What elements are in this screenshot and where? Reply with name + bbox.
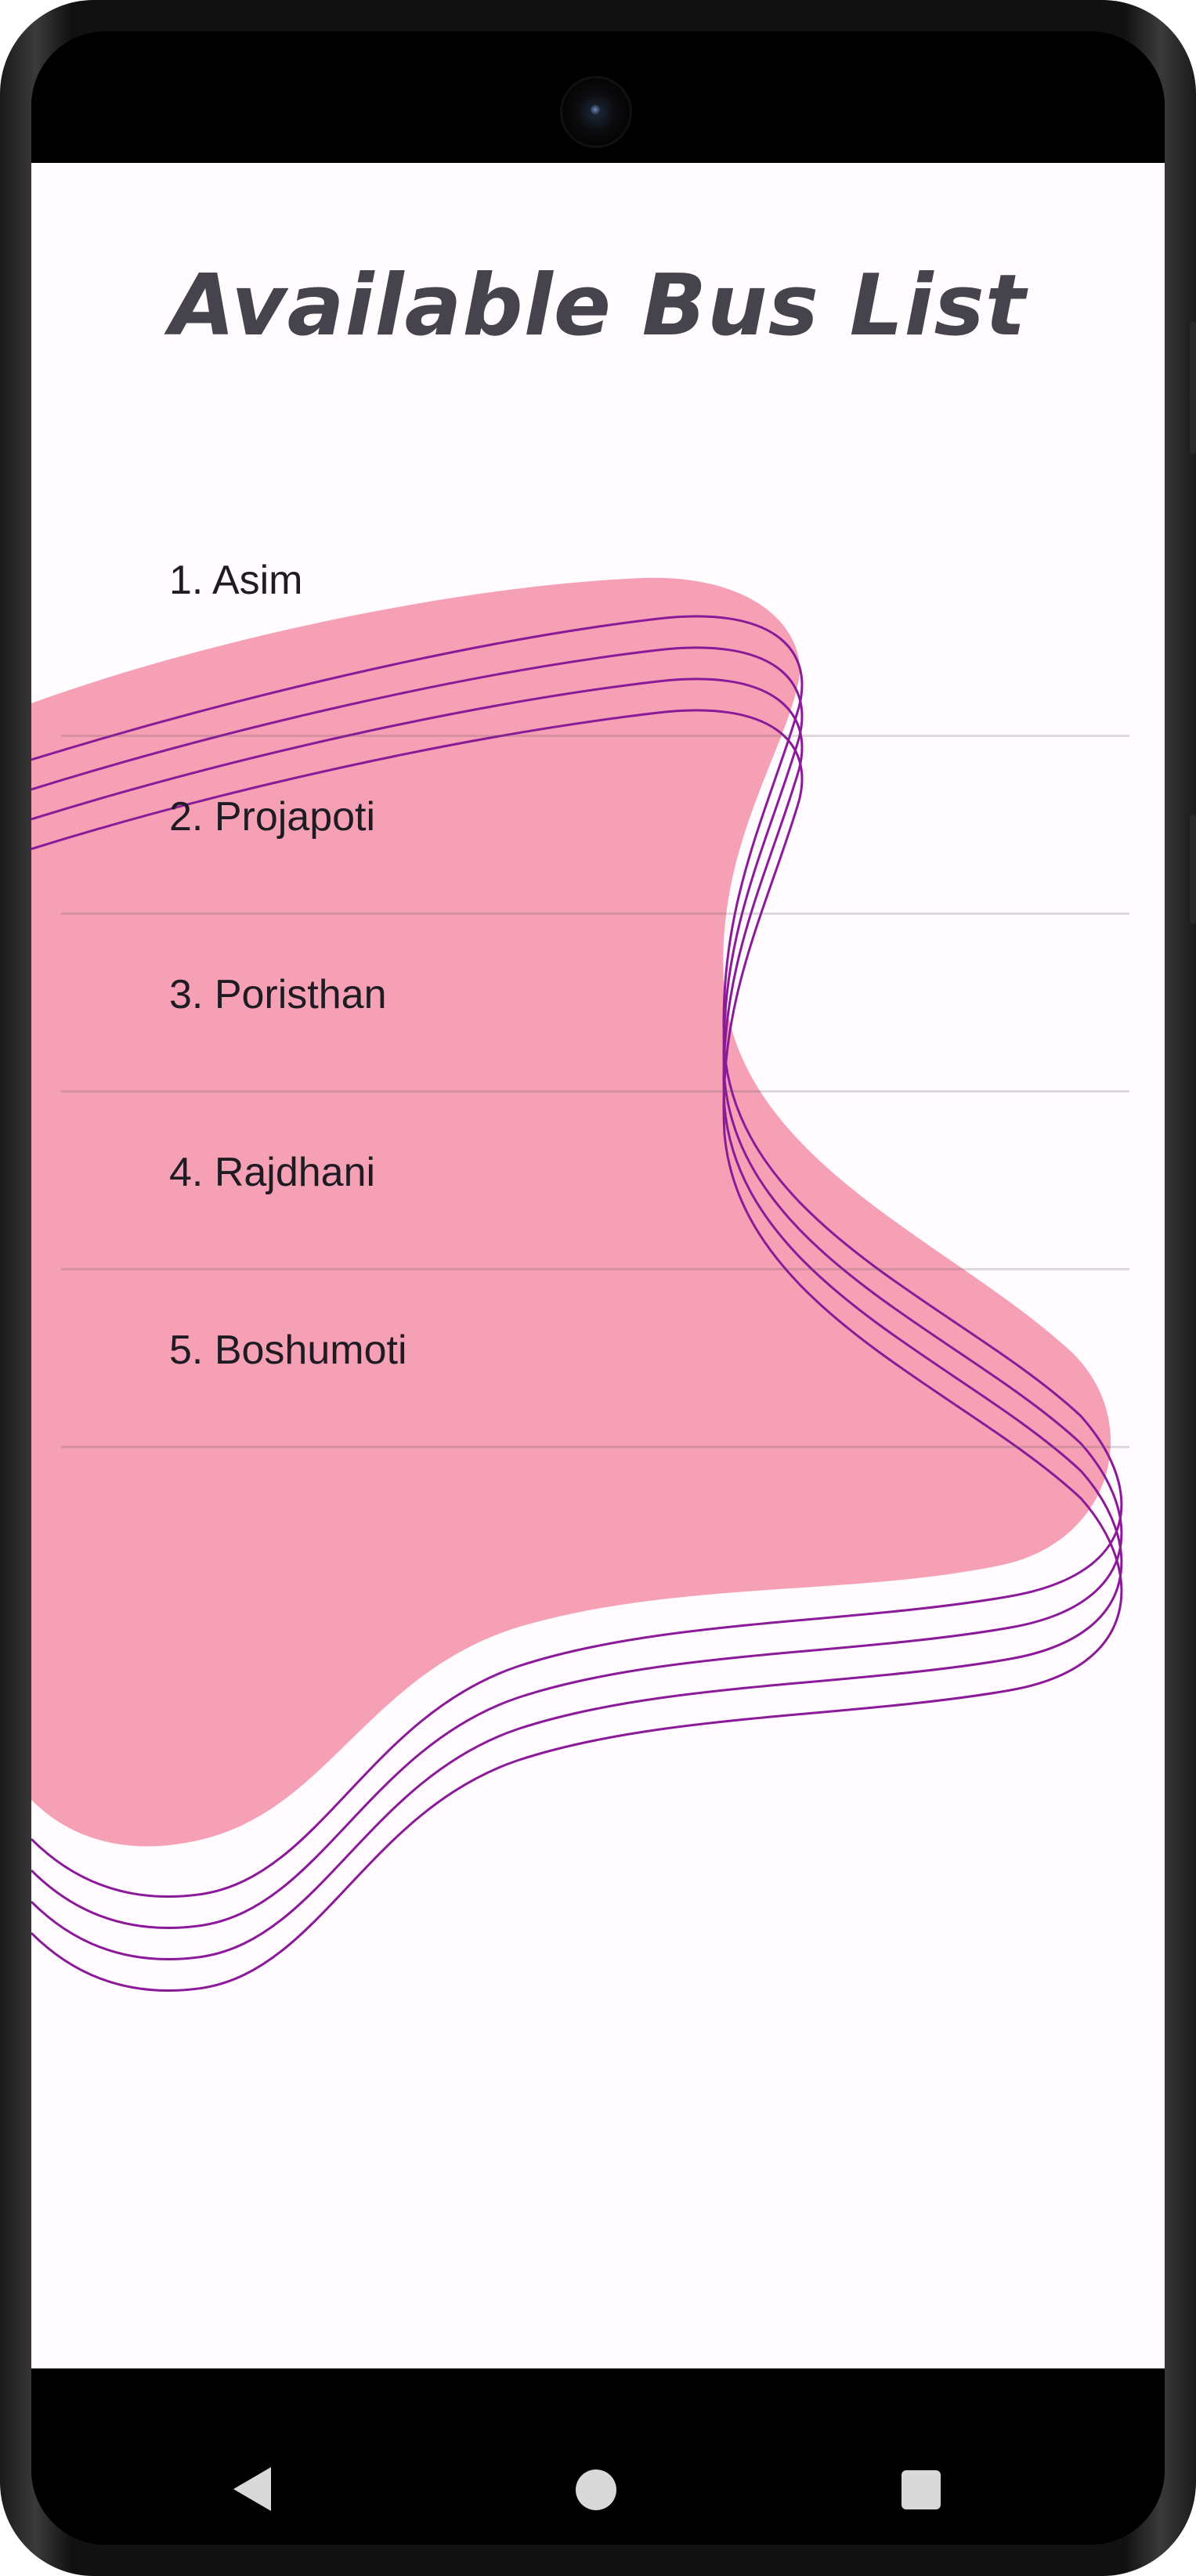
app-screen: Available Bus List 1. Asim 2. Projapoti … [31, 163, 1165, 2368]
bus-list: 1. Asim 2. Projapoti 3. Poristhan 4. Raj… [61, 518, 1129, 1448]
bus-list-item-boshumoti[interactable]: 5. Boshumoti [61, 1270, 1129, 1448]
bus-list-item-projapoti[interactable]: 2. Projapoti [61, 737, 1129, 915]
navigation-bar [31, 2368, 1165, 2545]
bus-list-item-rajdhani[interactable]: 4. Rajdhani [61, 1093, 1129, 1270]
bus-item-label: 1. Asim [169, 558, 303, 603]
home-circle-icon[interactable] [576, 2469, 616, 2510]
volume-button [1190, 321, 1196, 454]
bus-list-item-asim[interactable]: 1. Asim [61, 518, 1129, 737]
bus-item-label: 4. Rajdhani [169, 1150, 376, 1195]
decorative-blob-background [31, 577, 1123, 1992]
pink-blob-shape [31, 577, 1111, 1847]
bus-item-label: 3. Poristhan [169, 972, 387, 1017]
front-camera-icon [562, 78, 630, 146]
power-button [1190, 815, 1196, 924]
phone-bezel: Available Bus List 1. Asim 2. Projapoti … [31, 31, 1165, 2545]
wave-lines [31, 615, 1123, 1992]
status-bar [31, 31, 1165, 163]
bus-item-label: 2. Projapoti [169, 794, 376, 840]
recents-square-icon[interactable] [902, 2470, 941, 2509]
page-title: Available Bus List [169, 257, 1027, 355]
bus-list-item-poristhan[interactable]: 3. Poristhan [61, 915, 1129, 1093]
bus-item-label: 5. Boshumoti [169, 1328, 407, 1373]
back-triangle-icon[interactable] [233, 2467, 271, 2511]
